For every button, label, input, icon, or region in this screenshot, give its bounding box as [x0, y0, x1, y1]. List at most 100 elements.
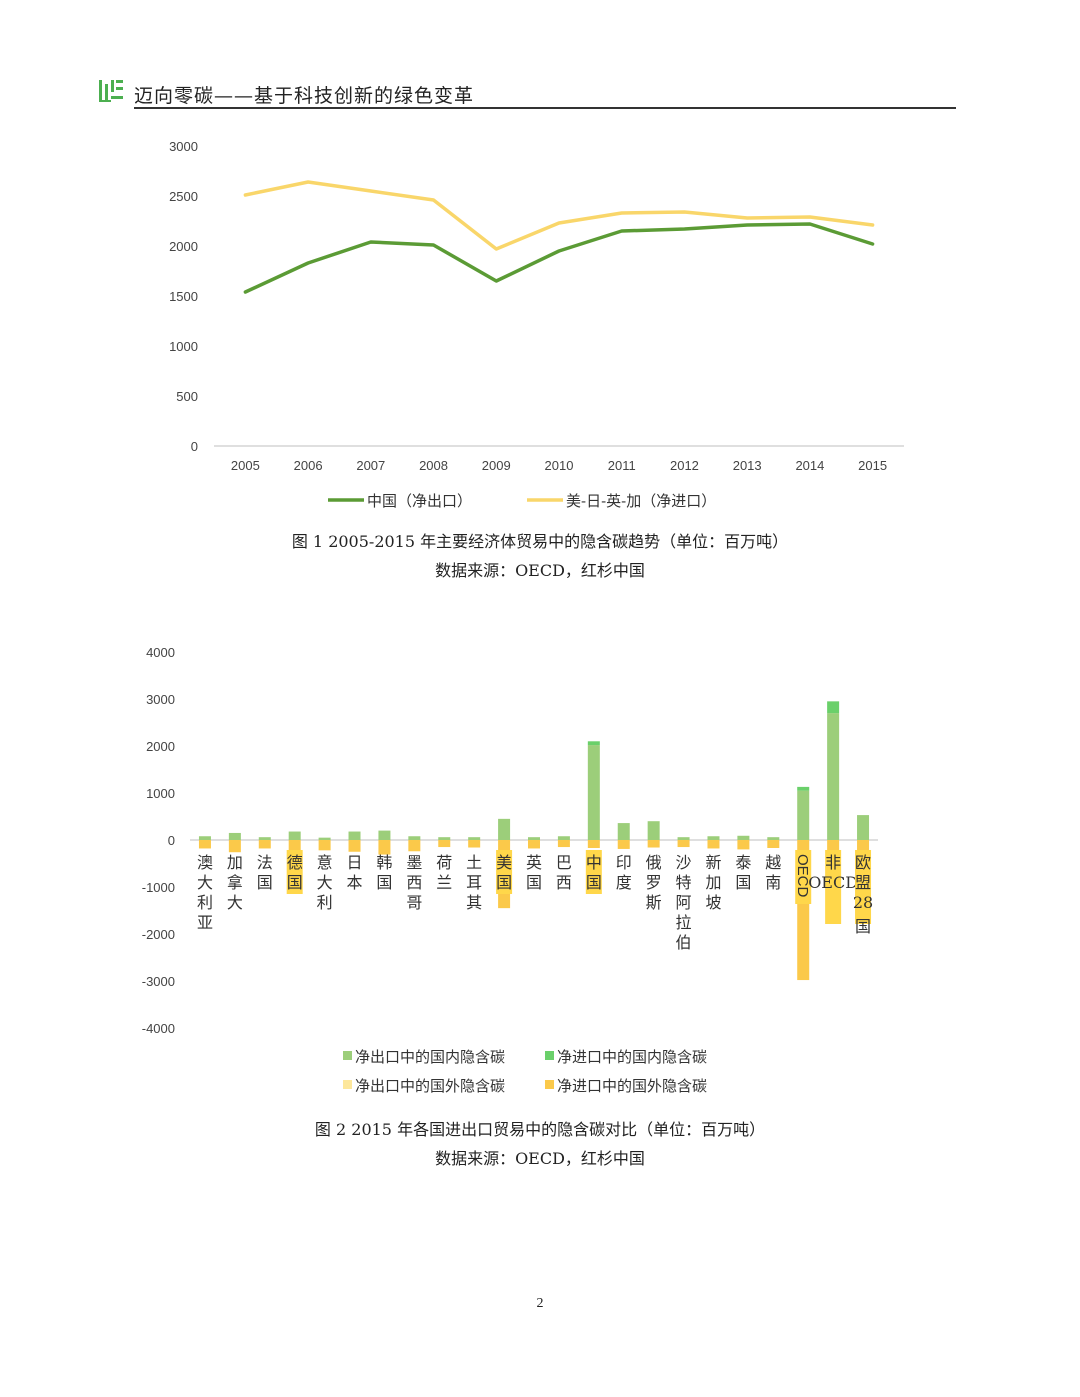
category-highlight	[286, 850, 303, 894]
category-label: 新加坡	[705, 853, 721, 912]
category-highlight	[585, 850, 602, 894]
bar-domestic-net-export	[498, 818, 511, 840]
bar-foreign-net-import	[737, 840, 750, 850]
x-tick-label: 2005	[231, 458, 260, 473]
bar-domestic-net-export	[528, 837, 540, 840]
bar-domestic-net-export	[318, 837, 331, 840]
legend-label: 净出口中的国外隐含碳	[355, 1077, 505, 1095]
bar-foreign-net-import	[198, 840, 211, 849]
category-label: 非 OECD	[808, 853, 858, 892]
page-number: 2	[536, 1296, 544, 1311]
bar-domestic-net-export	[707, 836, 720, 840]
category-label: 意大利	[317, 853, 333, 912]
bar-domestic-net-export	[857, 815, 870, 840]
bar-domestic-net-import	[797, 786, 810, 791]
bar-foreign-net-import	[707, 840, 720, 849]
bar-domestic-net-import	[827, 701, 840, 714]
bar-domestic-net-export	[797, 790, 810, 840]
x-tick-label: 2012	[670, 458, 699, 473]
bar-foreign-net-import	[767, 840, 780, 848]
legend-label: 净进口中的国外隐含碳	[557, 1077, 707, 1095]
bar-foreign-net-import	[288, 840, 301, 854]
bar-domestic-net-export	[737, 835, 750, 840]
figure1-caption: 图 1 2005-2015 年主要经济体贸易中的隐含碳趋势（单位：百万吨）	[291, 532, 789, 551]
legend-swatch	[343, 1080, 352, 1089]
legend-label: 美-日-英-加（净进口）	[566, 492, 716, 510]
category-label: 法国	[257, 853, 273, 892]
bar-foreign-net-import	[557, 840, 570, 848]
y-tick-label: 3000	[169, 139, 198, 154]
y-tick-label: 2000	[146, 739, 175, 754]
category-label: OECD	[794, 854, 811, 898]
bar-foreign-net-import	[438, 840, 451, 848]
category-label: 巴西	[556, 853, 572, 892]
category-label: 泰国	[735, 853, 751, 892]
bar-domestic-net-export	[677, 837, 690, 840]
y-tick-label: -4000	[142, 1021, 175, 1036]
category-highlight	[825, 850, 842, 924]
legend-swatch	[343, 1051, 352, 1060]
legend-swatch	[545, 1051, 554, 1060]
category-label: 俄罗斯	[646, 853, 662, 912]
category-label: 韩国	[376, 853, 392, 892]
bar-foreign-net-import	[647, 840, 660, 848]
x-tick-label: 2015	[858, 458, 887, 473]
y-tick-label: 2000	[169, 239, 198, 254]
category-label: 墨西哥	[406, 853, 422, 912]
x-tick-label: 2011	[608, 458, 636, 473]
bar-foreign-net-import	[258, 840, 271, 849]
category-label: 荷兰	[436, 853, 452, 892]
x-tick-label: 2014	[795, 458, 824, 473]
category-label: 印度	[616, 853, 632, 892]
category-label: 美国	[496, 853, 512, 892]
bar-foreign-net-import	[318, 840, 331, 851]
y-tick-label: 4000	[146, 645, 175, 660]
logo-icon	[99, 80, 123, 102]
category-label: 中国	[586, 853, 602, 892]
header-rule	[134, 107, 956, 109]
bar-foreign-net-import	[348, 840, 361, 852]
bar-domestic-net-export	[468, 837, 481, 840]
bar-domestic-net-export	[438, 837, 451, 840]
bar-foreign-net-import	[587, 840, 600, 848]
stacked-bar-chart: 4000 3000 2000 1000 0 -1000 -2000 -3000 -4000 澳大利…	[142, 645, 878, 1095]
category-label: 欧盟 28 国	[853, 853, 873, 936]
bar-domestic-net-export	[408, 836, 421, 840]
category-highlight	[855, 850, 872, 924]
bar-foreign-net-import	[827, 840, 840, 852]
bar-domestic-net-export	[198, 836, 211, 840]
x-tick-label: 2007	[356, 458, 385, 473]
category-label: 日本	[347, 853, 363, 892]
y-tick-label: -2000	[142, 927, 175, 942]
y-tick-label: -1000	[142, 880, 175, 895]
bar-domestic-net-export	[228, 832, 241, 840]
line-chart: 0 500 1000 1500 2000 2500 3000 2005 2006 2007 2008…	[169, 139, 904, 510]
bar-foreign-net-import	[378, 840, 391, 855]
bar-domestic-net-export	[288, 831, 301, 840]
page-header: 迈向零碳——基于科技创新的绿色变革	[98, 78, 956, 109]
bar-domestic-net-export	[378, 830, 391, 840]
bar-domestic-net-export	[587, 745, 600, 840]
y-tick-label: 1500	[169, 289, 198, 304]
series-line-others	[243, 180, 875, 251]
legend-label: 净进口中的国内隐含碳	[557, 1048, 707, 1066]
x-tick-label: 2009	[482, 458, 511, 473]
bar-foreign-net-import	[617, 840, 630, 849]
category-label: 越南	[765, 853, 781, 892]
bar-foreign-net-import	[528, 840, 540, 849]
x-tick-label: 2008	[419, 458, 448, 473]
bar-domestic-net-export	[258, 837, 271, 840]
bar-domestic-net-import	[587, 741, 600, 746]
figure2-source: 数据来源：OECD，红杉中国	[435, 1149, 645, 1168]
legend-label: 净出口中的国内隐含碳	[355, 1048, 505, 1066]
y-tick-label: 2500	[169, 189, 198, 204]
category-highlight	[496, 850, 513, 894]
figure2-caption: 图 2 2015 年各国进出口贸易中的隐含碳对比（单位：百万吨）	[314, 1120, 766, 1139]
figure1-source: 数据来源：OECD，红杉中国	[435, 561, 645, 580]
bar-foreign-net-import	[677, 840, 690, 848]
category-highlight	[795, 850, 812, 904]
bar-foreign-net-import	[408, 840, 421, 852]
y-tick-label: 0	[191, 439, 198, 454]
y-tick-label: 3000	[146, 692, 175, 707]
category-label: 英国	[526, 853, 542, 892]
